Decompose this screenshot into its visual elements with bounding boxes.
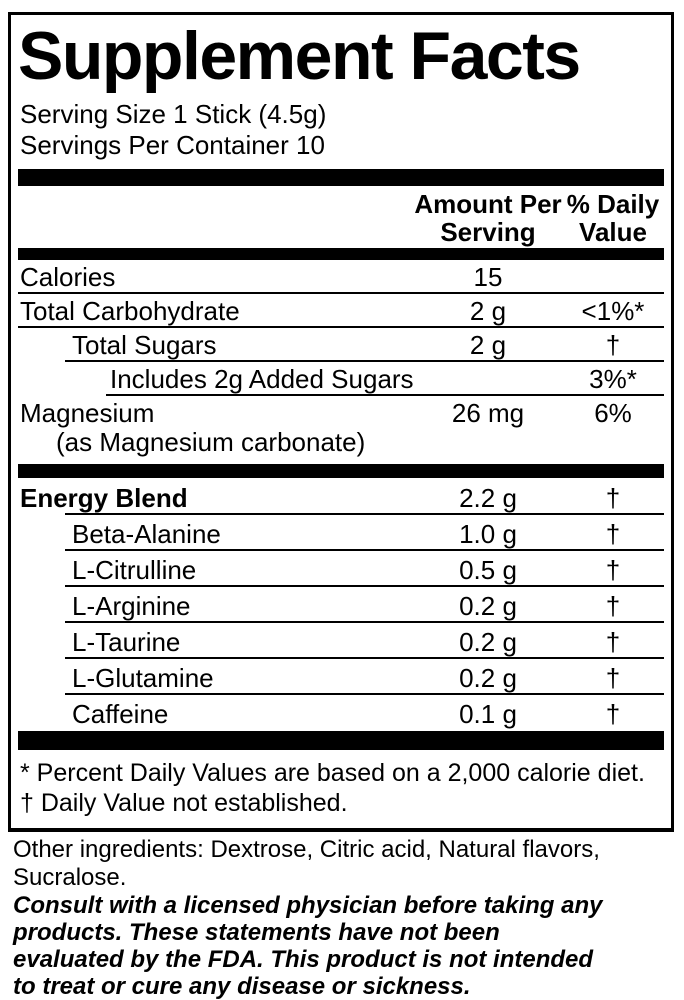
nutrient-name: L-Citrulline bbox=[72, 555, 197, 585]
facts-box: Supplement Facts Serving Size 1 Stick (4… bbox=[8, 12, 674, 832]
servings-per-container: Servings Per Container 10 bbox=[20, 130, 325, 160]
divider-bar-under-header bbox=[18, 248, 664, 260]
nutrient-amount bbox=[414, 365, 562, 394]
table-row: L-Citrulline 0.5 g † bbox=[18, 551, 664, 587]
disclaimer: Consult with a licensed physician before… bbox=[13, 892, 673, 1000]
nutrient-name: L-Taurine bbox=[72, 627, 181, 657]
nutrient-name-cell: Includes 2g Added Sugars bbox=[18, 365, 414, 394]
daily-value-column-header: % Daily Value bbox=[566, 189, 660, 247]
footnote: † Daily Value not established. bbox=[20, 789, 348, 817]
outside-notes: Other ingredients: Dextrose, Citric acid… bbox=[13, 836, 673, 1000]
nutrient-amount: 2.2 g bbox=[459, 483, 517, 513]
table-row: L-Arginine 0.2 g † bbox=[18, 587, 664, 623]
nutrient-daily-value: † bbox=[605, 591, 621, 621]
facts-title: Supplement Facts bbox=[18, 18, 581, 94]
nutrient-name-cell: Total Carbohydrate bbox=[18, 297, 414, 326]
nutrient-amount: 0.5 g bbox=[459, 555, 517, 585]
nutrient-name: Beta-Alanine bbox=[72, 519, 221, 549]
nutrient-name: L-Arginine bbox=[72, 591, 191, 621]
column-header-row: Amount Per Serving % Daily Value bbox=[18, 186, 664, 248]
nutrient-name: Caffeine bbox=[72, 699, 169, 729]
table-row: Caffeine 0.1 g † bbox=[18, 695, 664, 731]
nutrient-subtext: (as Magnesium carbonate) bbox=[56, 427, 366, 457]
nutrient-name: Total Sugars bbox=[72, 330, 217, 360]
footnotes: * Percent Daily Values are based on a 2,… bbox=[18, 750, 664, 828]
nutrient-daily-value: † bbox=[605, 699, 621, 729]
nutrient-amount: 0.2 g bbox=[459, 627, 517, 657]
nutrient-daily-value: † bbox=[605, 663, 621, 693]
nutrient-name-cell: Calories bbox=[18, 263, 414, 292]
nutrient-daily-value: 3%* bbox=[589, 364, 637, 394]
nutrient-amount: 0.2 g bbox=[459, 663, 517, 693]
divider-bar-thick-bottom bbox=[18, 731, 664, 750]
table-row: Beta-Alanine 1.0 g † bbox=[18, 515, 664, 551]
other-ingredients-line: Sucralose. bbox=[13, 864, 127, 891]
footnote: * Percent Daily Values are based on a 2,… bbox=[20, 759, 645, 787]
disclaimer-line: to treat or cure any disease or sickness… bbox=[13, 973, 471, 1000]
nutrient-name-cell: L-Glutamine bbox=[18, 664, 414, 693]
nutrient-name-cell: Caffeine bbox=[18, 700, 414, 729]
table-row: L-Glutamine 0.2 g † bbox=[18, 659, 664, 695]
nutrient-amount: 26 mg bbox=[451, 398, 525, 428]
nutrients-table-blend: Energy Blend 2.2 g † Beta-Alanine 1.0 g … bbox=[18, 478, 664, 731]
nutrient-amount: 0.2 g bbox=[459, 591, 517, 621]
nutrient-amount: 0.1 g bbox=[459, 699, 517, 729]
disclaimer-line: evaluated by the FDA. This product is no… bbox=[13, 946, 594, 973]
nutrient-name: Total Carbohydrate bbox=[20, 296, 240, 326]
nutrient-amount: 2 g bbox=[469, 296, 507, 326]
nutrient-name-cell: L-Taurine bbox=[18, 628, 414, 657]
nutrient-name: Calories bbox=[20, 262, 116, 292]
nutrient-name-cell: L-Arginine bbox=[18, 592, 414, 621]
nutrient-name: Energy Blend bbox=[20, 483, 188, 513]
column-header-spacer bbox=[18, 190, 414, 246]
table-row: Total Carbohydrate 2 g <1%* bbox=[18, 294, 664, 328]
nutrient-daily-value: † bbox=[605, 519, 621, 549]
other-ingredients-line: Other ingredients: Dextrose, Citric acid… bbox=[13, 836, 600, 863]
table-row: Total Sugars 2 g † bbox=[18, 328, 664, 362]
serving-size: Serving Size 1 Stick (4.5g) bbox=[20, 99, 327, 129]
nutrient-daily-value: † bbox=[605, 555, 621, 585]
nutrient-name: Magnesium bbox=[20, 398, 155, 428]
nutrients-table-main: Calories 15 Total Carbohydrate 2 g <1%* … bbox=[18, 260, 664, 464]
table-row: Includes 2g Added Sugars 3%* bbox=[18, 362, 664, 396]
nutrient-daily-value: <1%* bbox=[581, 296, 645, 326]
nutrient-daily-value: 6% bbox=[594, 398, 632, 428]
nutrient-amount: 2 g bbox=[469, 330, 507, 360]
nutrient-daily-value bbox=[562, 263, 664, 292]
table-row: L-Taurine 0.2 g † bbox=[18, 623, 664, 659]
disclaimer-line: products. These statements have not been bbox=[13, 919, 500, 946]
divider-bar-thick-top bbox=[18, 169, 664, 186]
nutrient-name-cell: L-Citrulline bbox=[18, 556, 414, 585]
table-row: Energy Blend 2.2 g † bbox=[18, 478, 664, 515]
nutrient-amount: 1.0 g bbox=[459, 519, 517, 549]
other-ingredients: Other ingredients: Dextrose, Citric acid… bbox=[13, 836, 673, 892]
table-row: Magnesium (as Magnesium carbonate) 26 mg … bbox=[18, 396, 664, 464]
nutrient-daily-value: † bbox=[605, 627, 621, 657]
nutrient-name-cell: Magnesium (as Magnesium carbonate) bbox=[18, 399, 414, 457]
nutrient-amount: 15 bbox=[473, 262, 503, 292]
nutrient-name-cell: Energy Blend bbox=[18, 483, 414, 513]
nutrient-name: Includes 2g Added Sugars bbox=[110, 364, 414, 394]
nutrient-daily-value: † bbox=[605, 330, 621, 360]
nutrient-name: L-Glutamine bbox=[72, 663, 214, 693]
nutrient-name-cell: Total Sugars bbox=[18, 331, 414, 360]
table-row: Calories 15 bbox=[18, 260, 664, 294]
divider-bar-thick-mid bbox=[18, 464, 664, 478]
nutrient-daily-value: † bbox=[605, 483, 621, 513]
nutrient-name-cell: Beta-Alanine bbox=[18, 520, 414, 549]
amount-column-header: Amount Per Serving bbox=[414, 189, 562, 247]
disclaimer-line: Consult with a licensed physician before… bbox=[13, 892, 603, 919]
